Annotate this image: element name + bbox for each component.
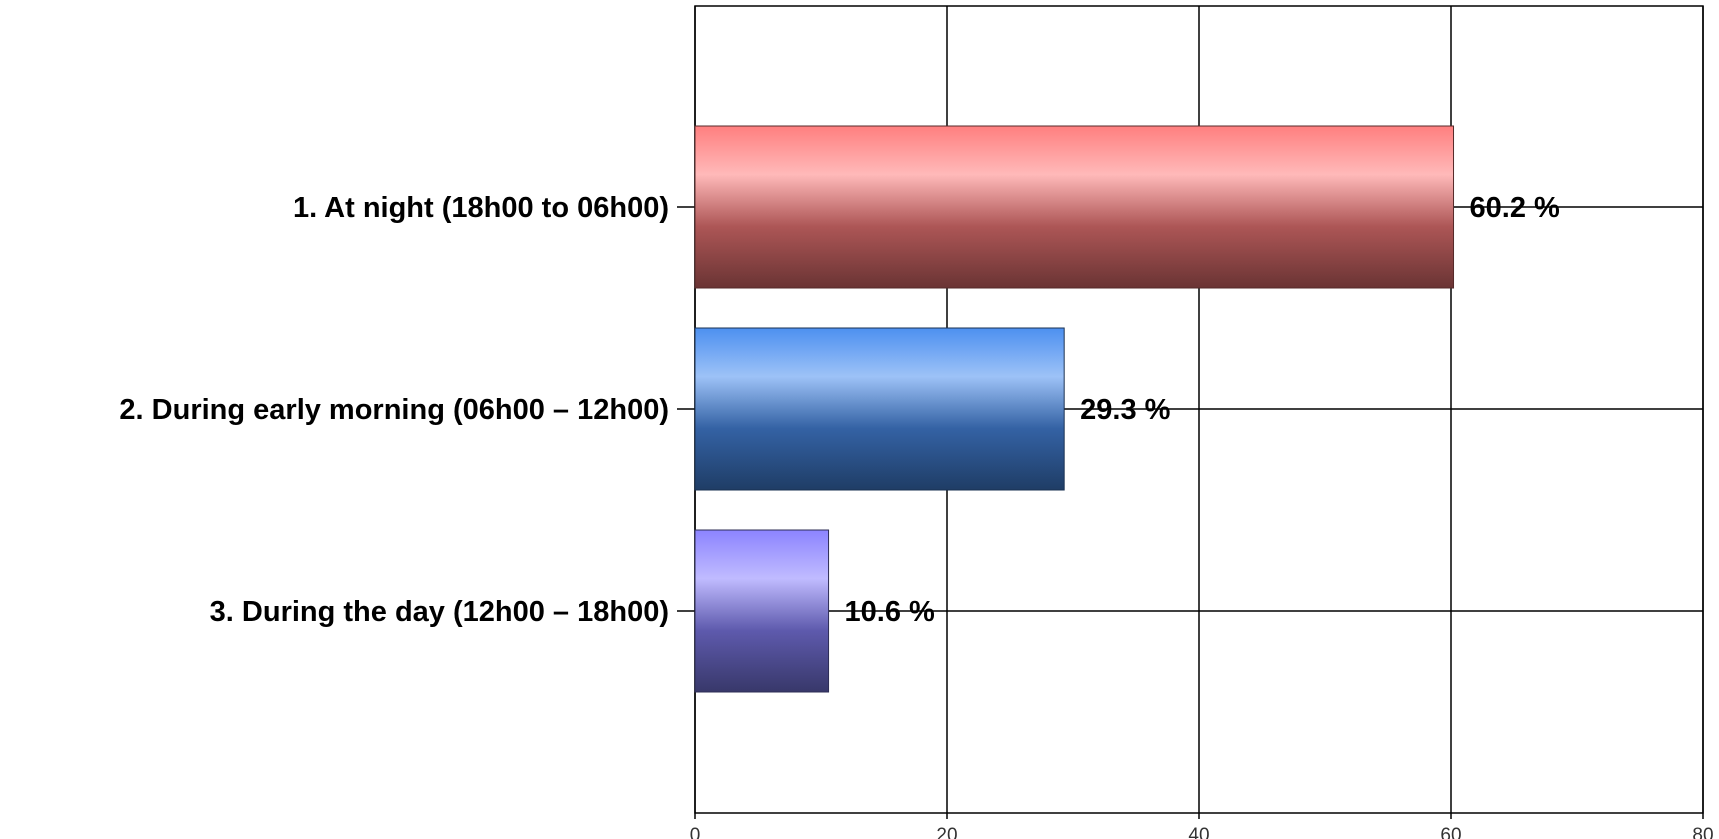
x-axis-ticks: 0 20 40 60 80 [690,825,1714,839]
bars [694,125,1455,693]
bar-value-label: 29.3 % [1080,394,1170,426]
category-label: 1. At night (18h00 to 06h00) [293,192,669,224]
x-tick-label: 20 [936,825,957,839]
bar-value-label: 10.6 % [845,596,935,628]
bar-value-label: 60.2 % [1470,192,1560,224]
x-tick-label: 40 [1188,825,1209,839]
labels: 60.2 % 1. At night (18h00 to 06h00) 29.3 %… [119,192,1560,628]
bar-1 [694,125,1455,289]
x-tick-label: 80 [1692,825,1713,839]
bar-2 [694,327,1065,491]
category-label: 3. During the day (12h00 – 18h00) [210,596,669,628]
category-label: 2. During early morning (06h00 – 12h00) [119,394,669,426]
x-tick-label: 60 [1440,825,1461,839]
bar-3 [694,529,830,693]
x-tick-label: 0 [690,825,701,839]
